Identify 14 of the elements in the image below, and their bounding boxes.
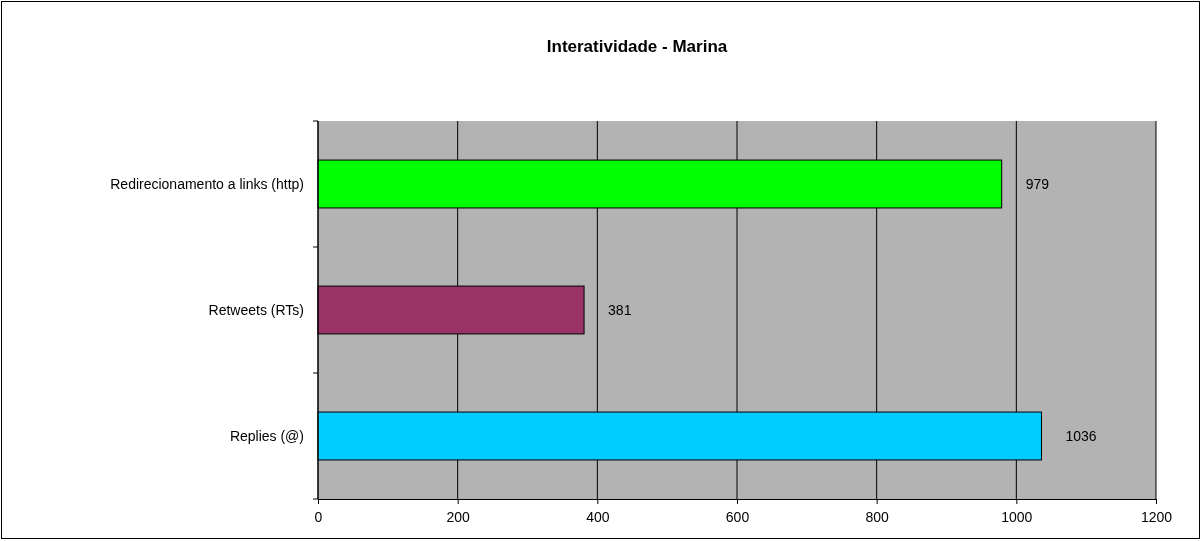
y-tick-label: Replies (@) [229, 428, 304, 444]
data-label: 381 [608, 302, 632, 318]
chart-title: Interatividade - Marina [546, 37, 728, 56]
x-tick-label: 0 [314, 509, 323, 526]
y-tick-label: Redirecionamento a links (http) [110, 176, 304, 192]
x-tick-label: 1200 [1140, 509, 1173, 526]
data-label: 979 [1025, 176, 1050, 192]
x-tick-label: 600 [725, 509, 750, 526]
x-tick-label: 400 [586, 509, 610, 526]
y-tick-label: Retweets (RTs) [208, 302, 304, 318]
data-label: 1036 [1065, 428, 1097, 444]
x-tick-label: 200 [446, 509, 471, 526]
x-tick-label: 800 [865, 509, 890, 526]
x-tick-label: 1000 [1001, 509, 1033, 526]
